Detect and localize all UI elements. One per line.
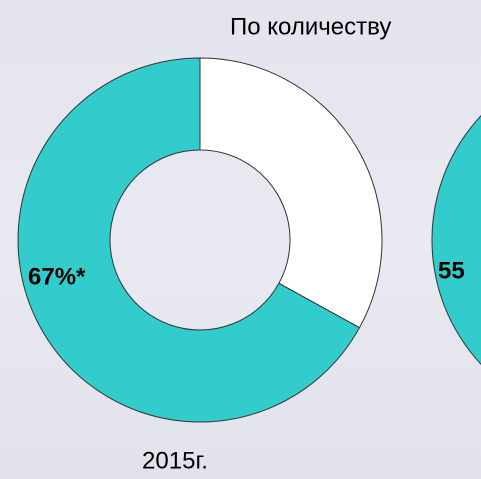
donut-segment (199, 57, 383, 329)
value-label: 55 (438, 257, 465, 284)
value-label: 67%* (28, 263, 86, 290)
donut-segment (17, 57, 361, 423)
year-label: 2015г. (142, 447, 208, 474)
donut-segment (431, 115, 481, 365)
chart-title: По количеству (230, 13, 391, 40)
